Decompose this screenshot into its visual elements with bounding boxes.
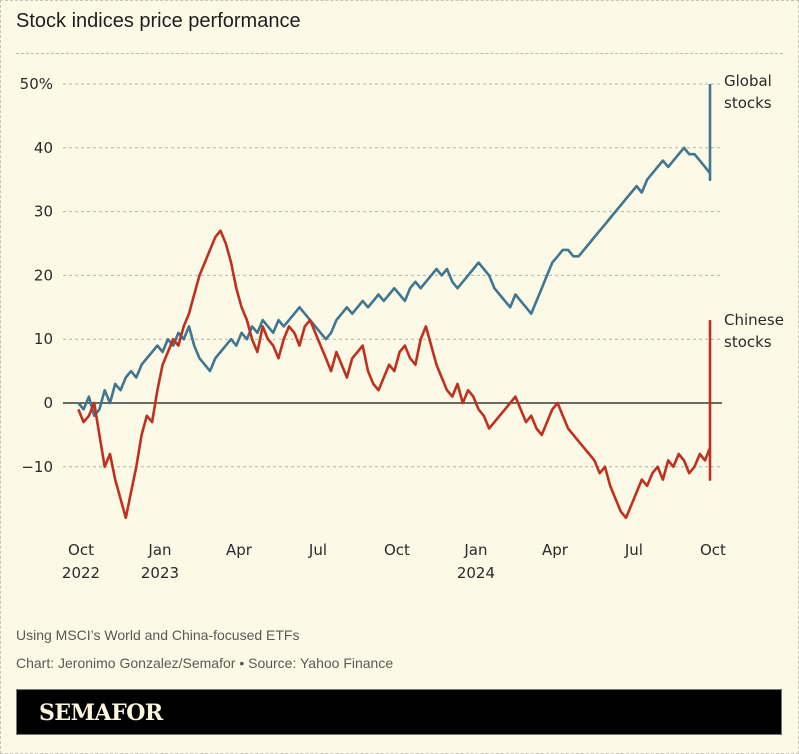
y-tick-label: 50% [20,75,53,93]
x-axis-ticks: Oct 2022 Jan 2023 Apr Jul Oct Jan 2024 Apr Jul Oct [62,541,726,582]
series-labels: Global stocks Chinese stocks [724,72,784,351]
chart-credit: Chart: Jeronimo Gonzalez/Semafor • Sourc… [16,655,394,671]
series-lines [63,84,722,520]
y-tick-label: 0 [43,394,53,412]
y-tick-label: 10 [34,330,53,348]
chart-title: Stock indices price performance [16,10,301,32]
global-stocks-line [77,84,712,418]
series-label: stocks [724,94,772,112]
y-tick-label: 30 [34,203,53,221]
x-tick-year-label: 2024 [457,564,495,582]
x-tick-label: Apr [542,541,569,559]
y-axis-ticks: 50% 40 30 20 10 0 −10 [20,75,53,476]
x-tick-label: Jul [308,541,327,559]
x-tick-year-label: 2023 [141,564,179,582]
y-tick-label: 20 [34,266,53,284]
brand-logo: SEMAFOR [39,700,163,726]
brand-bar: SEMAFOR [16,689,782,735]
x-tick-label: Jan [463,541,487,559]
x-tick-label: Apr [226,541,253,559]
title-divider [16,53,783,54]
chinese-stocks-line [77,229,712,520]
series-label: Chinese [724,311,784,329]
x-tick-label: Oct [700,541,726,559]
x-tick-year-label: 2022 [62,564,100,582]
series-label: stocks [724,333,772,351]
x-tick-label: Jan [147,541,171,559]
y-tick-label: −10 [21,458,53,476]
x-tick-label: Oct [68,541,94,559]
line-chart: 50% 40 30 20 10 0 −10 Oct 2022 Jan 2023 Apr Jul Oct J… [20,72,784,582]
x-tick-label: Jul [624,541,643,559]
series-label: Global [724,72,772,90]
x-tick-label: Oct [384,541,410,559]
y-tick-label: 40 [34,139,53,157]
gridlines [63,83,722,468]
chart-note: Using MSCI’s World and China-focused ETF… [16,627,300,643]
